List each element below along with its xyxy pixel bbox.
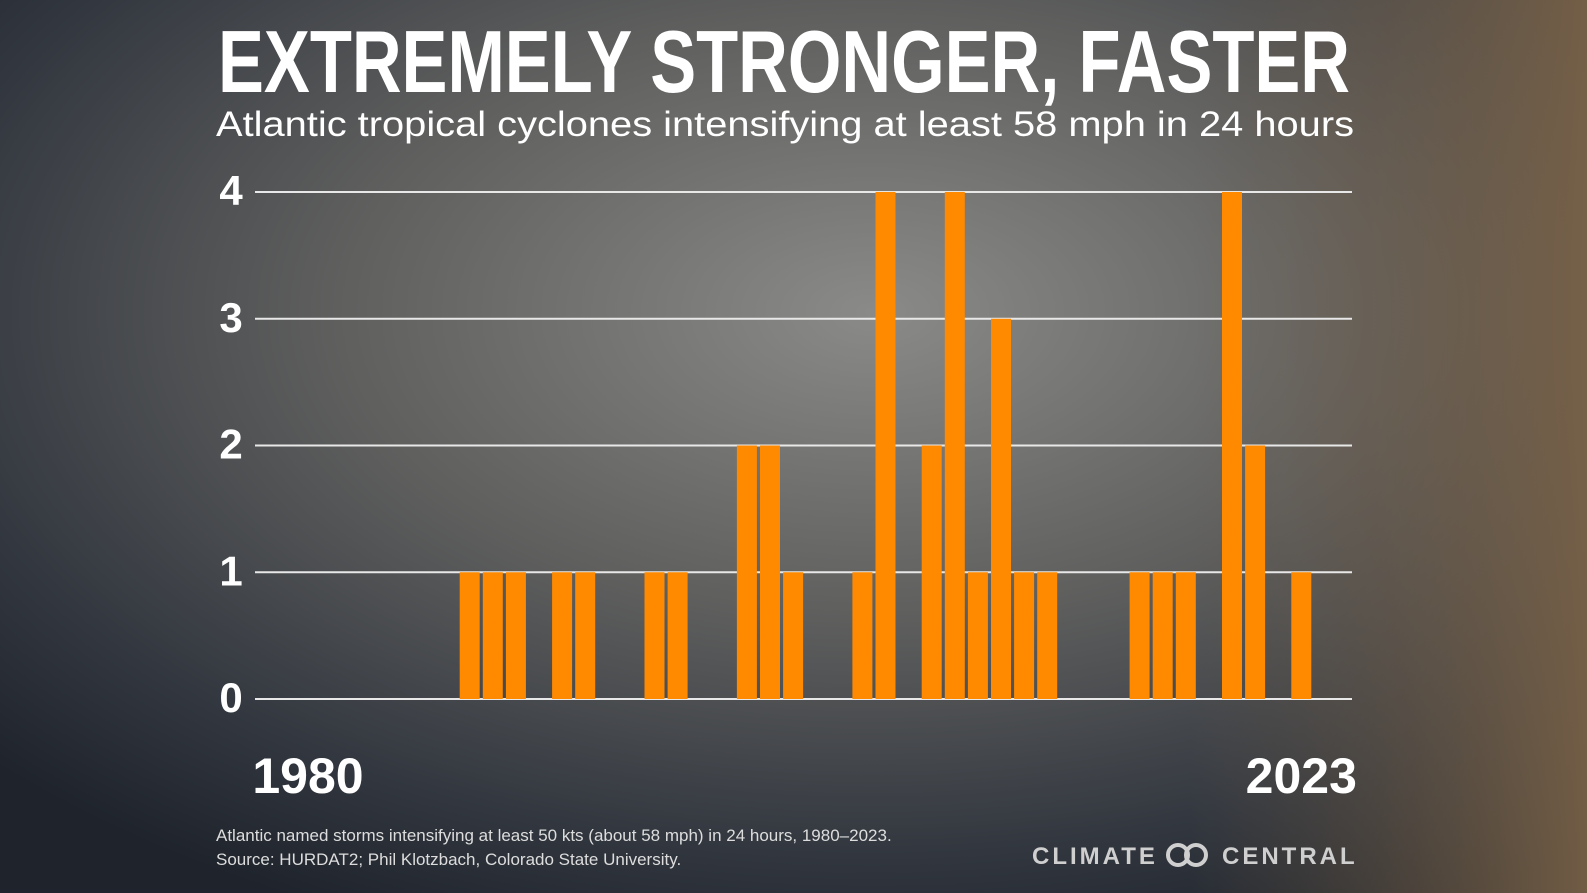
bar xyxy=(944,192,965,699)
bar xyxy=(1175,572,1196,699)
bar xyxy=(736,445,757,699)
bar xyxy=(967,572,988,699)
logo-text: CLIMATE xyxy=(1032,843,1158,870)
source: Source: HURDAT2; Phil Klotzbach, Colorad… xyxy=(216,850,681,869)
y-tick-label: 2 xyxy=(219,421,242,468)
bar xyxy=(1291,572,1312,699)
y-tick-label: 4 xyxy=(219,167,243,214)
x-tick-label: 2023 xyxy=(1246,748,1357,804)
bar xyxy=(852,572,873,699)
x-tick-label: 1980 xyxy=(252,748,363,804)
bar xyxy=(921,445,942,699)
bar xyxy=(667,572,688,699)
bar xyxy=(1245,445,1266,699)
bar xyxy=(783,572,804,699)
bar xyxy=(505,572,526,699)
bar xyxy=(552,572,573,699)
bar xyxy=(1014,572,1035,699)
bar xyxy=(991,318,1011,699)
bar xyxy=(875,192,896,699)
y-tick-label: 3 xyxy=(219,294,242,341)
bar xyxy=(459,572,480,699)
bar xyxy=(760,445,780,699)
bar xyxy=(482,572,503,699)
y-tick-label: 0 xyxy=(219,674,242,721)
chart-title: EXTREMELY STRONGER, FASTER xyxy=(218,12,1350,111)
bar xyxy=(1129,572,1150,699)
bar xyxy=(1037,572,1058,699)
logo-text: CENTRAL xyxy=(1222,843,1358,870)
chart-subtitle: Atlantic tropical cyclones intensifying … xyxy=(216,105,1354,144)
footnote: Atlantic named storms intensifying at le… xyxy=(216,826,892,845)
bar xyxy=(1152,572,1173,699)
bar xyxy=(644,572,665,699)
logo-icon xyxy=(1184,843,1208,867)
bar xyxy=(575,572,596,699)
y-tick-label: 1 xyxy=(219,547,242,594)
bar xyxy=(1222,192,1242,699)
